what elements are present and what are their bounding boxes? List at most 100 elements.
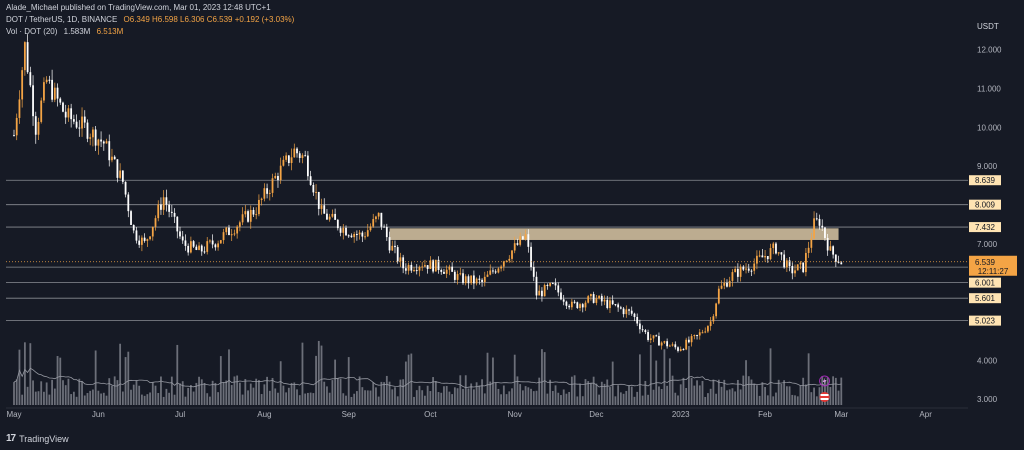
us-flag-icon-stripe: [820, 394, 829, 396]
candle-body: [617, 304, 620, 308]
volume-bar: [717, 379, 720, 405]
candle-body: [350, 235, 353, 238]
volume-bar: [576, 396, 579, 405]
candle-body: [62, 102, 64, 112]
candle-body: [59, 98, 62, 103]
candle-body: [473, 275, 475, 284]
candle-body: [228, 227, 230, 236]
candle-body: [358, 232, 361, 235]
volume-bar: [579, 383, 581, 405]
tradingview-logo[interactable]: 17 TradingView: [6, 433, 69, 444]
volume-bar: [492, 357, 494, 405]
candle-body: [238, 222, 241, 227]
volume-bar: [581, 396, 584, 405]
candle-body: [685, 339, 688, 350]
candle-body: [590, 294, 592, 297]
candle-body: [141, 237, 143, 245]
volume-bar: [15, 379, 18, 405]
candle-body: [467, 276, 470, 284]
volume-bar: [668, 358, 671, 405]
candle-body: [788, 260, 791, 267]
volume-bar: [293, 382, 296, 405]
candle-body: [581, 304, 584, 308]
candle-body: [86, 122, 89, 139]
candle-body: [720, 285, 723, 289]
candle-body: [769, 248, 772, 260]
volume-bar: [652, 389, 655, 405]
candle-body: [761, 255, 764, 258]
candle-body: [541, 290, 543, 297]
candle-body: [698, 332, 701, 336]
volume-bar: [780, 383, 783, 405]
volume-bar: [282, 385, 285, 405]
volume-bar: [317, 340, 320, 405]
x-tick-label: May: [6, 410, 21, 419]
candle-body: [165, 197, 168, 205]
volume-bar: [320, 345, 323, 405]
volume-ma-line: [13, 367, 842, 389]
volume-bar: [195, 382, 198, 405]
volume-bar: [769, 348, 772, 405]
candle-body: [369, 226, 372, 231]
candle-body: [671, 344, 674, 346]
candle-body: [92, 129, 94, 138]
x-tick-label: Jul: [175, 410, 185, 419]
volume-bar: [124, 357, 127, 405]
volume-bar: [810, 392, 813, 405]
candle-body: [492, 270, 494, 272]
volume-bar: [505, 394, 508, 405]
candle-body: [579, 304, 581, 309]
volume-bar: [766, 395, 769, 405]
volume-bar: [775, 392, 777, 405]
candle-body: [317, 191, 320, 209]
volume-bar: [805, 384, 807, 405]
candle-body: [336, 219, 339, 229]
candle-body: [647, 332, 649, 340]
candle-body: [407, 264, 410, 271]
candle-body: [282, 159, 285, 166]
candle-body: [462, 273, 464, 284]
volume-bar: [116, 380, 119, 405]
candle-body: [266, 188, 268, 194]
volume-bar: [388, 381, 391, 405]
candle-body: [619, 307, 622, 309]
volume-bar: [614, 396, 617, 405]
volume-bar: [181, 381, 184, 405]
volume-bar: [802, 377, 805, 405]
candle-body: [258, 199, 260, 215]
volume-bar: [516, 376, 519, 405]
candle-body: [34, 116, 37, 135]
candle-body: [23, 42, 26, 71]
volume-bar: [467, 388, 470, 405]
candle-body: [513, 243, 516, 251]
volume-bar: [342, 393, 345, 405]
volume-bar: [715, 393, 717, 405]
volume-bar: [489, 381, 492, 405]
volume-bar: [252, 387, 255, 405]
volume-bar: [154, 385, 157, 405]
volume-bar: [565, 393, 568, 405]
candle-body: [81, 116, 83, 129]
candle-body: [807, 247, 810, 253]
volume-bar: [557, 392, 560, 405]
symbol-name[interactable]: DOT / TetherUS, 1D, BINANCE: [6, 15, 118, 24]
volume-label[interactable]: Vol · DOT (20): [6, 27, 58, 36]
volume-bar: [274, 388, 277, 405]
candle-body: [731, 272, 734, 281]
volume-bar: [271, 377, 274, 405]
level-label-box: [969, 222, 1001, 233]
candle-body: [429, 260, 432, 269]
candle-body: [736, 268, 739, 277]
candle-body: [805, 252, 807, 273]
volume-bar: [347, 357, 350, 405]
candle-body: [252, 209, 255, 215]
candle-body: [15, 117, 18, 136]
candle-body: [176, 216, 179, 232]
volume-bar: [535, 390, 538, 405]
volume-bar: [679, 384, 682, 405]
volume-bar: [682, 377, 685, 405]
volume-bar: [753, 383, 756, 405]
candle-body: [418, 266, 421, 271]
volume-bar: [67, 378, 70, 405]
